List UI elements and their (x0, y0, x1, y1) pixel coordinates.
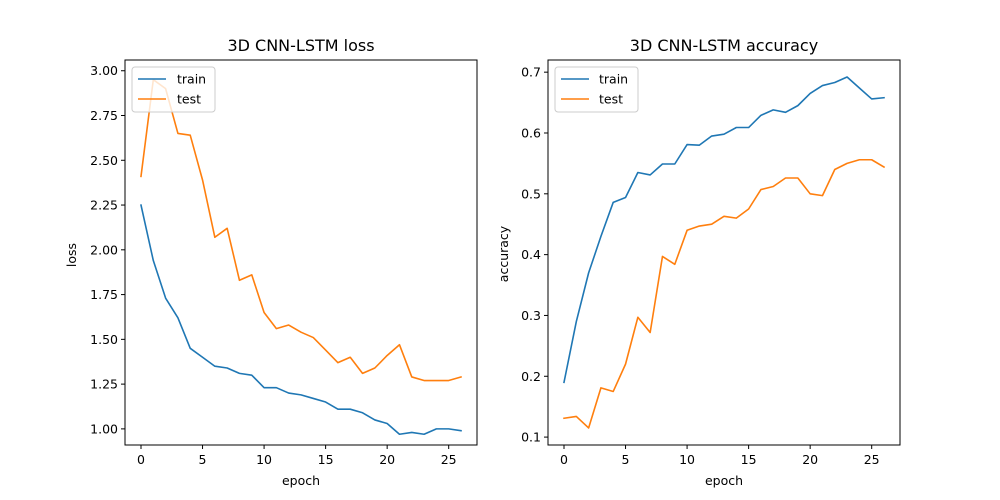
y-tick-label: 2.25 (90, 198, 118, 213)
y-tick-label: 1.75 (90, 287, 118, 302)
y-tick-label: 2.50 (90, 153, 118, 168)
x-axis-label: epoch (282, 473, 320, 488)
series-lines (140, 78, 462, 436)
series-line-test (563, 158, 886, 429)
x-tick-label: 0 (560, 452, 568, 467)
x-tick-label: 25 (441, 452, 457, 467)
accuracy-chart: 3D CNN-LSTM accuracy epoch accuracy 0 5 10… (496, 36, 901, 488)
x-tick-label: 10 (679, 452, 695, 467)
plot-frame (547, 59, 901, 446)
y-axis-ticks: 0.1 0.2 0.3 0.4 0.5 0.6 0.7 (521, 65, 548, 445)
series-lines (563, 76, 886, 429)
y-tick-label: 1.25 (90, 377, 118, 392)
y-tick-label: 3.00 (90, 63, 118, 78)
legend-label-train: train (599, 72, 628, 87)
x-tick-label: 5 (199, 452, 207, 467)
chart-title: 3D CNN-LSTM accuracy (630, 36, 818, 55)
x-tick-label: 25 (864, 452, 880, 467)
plot-frame (124, 59, 478, 446)
y-axis-label: accuracy (496, 225, 511, 282)
x-axis-ticks: 0 5 10 15 20 25 (137, 445, 457, 467)
x-tick-label: 20 (379, 452, 395, 467)
x-axis-ticks: 0 5 10 15 20 25 (560, 445, 880, 467)
series-line-train (563, 76, 885, 384)
y-tick-label: 0.6 (521, 125, 541, 140)
x-tick-label: 0 (137, 452, 145, 467)
x-tick-label: 15 (318, 452, 334, 467)
legend-label-train: train (177, 72, 206, 87)
y-tick-label: 0.2 (521, 369, 541, 384)
x-tick-label: 15 (741, 452, 757, 467)
series-line-test (140, 78, 462, 382)
y-tick-label: 0.4 (521, 247, 541, 262)
y-tick-label: 0.7 (521, 65, 541, 80)
y-tick-label: 2.00 (90, 242, 118, 257)
y-axis-ticks: 1.00 1.25 1.50 1.75 2.00 2.25 2.50 2.75 3.00 (90, 63, 125, 436)
x-tick-label: 10 (256, 452, 272, 467)
y-axis-label: loss (64, 243, 79, 267)
y-tick-label: 0.3 (521, 308, 541, 323)
y-tick-label: 2.75 (90, 108, 118, 123)
y-tick-label: 1.50 (90, 332, 118, 347)
x-tick-label: 5 (622, 452, 630, 467)
x-tick-label: 20 (802, 452, 818, 467)
x-axis-label: epoch (705, 473, 743, 488)
chart-title: 3D CNN-LSTM loss (227, 36, 374, 55)
legend: train test (554, 66, 639, 113)
legend-label-test: test (599, 92, 623, 107)
legend: train test (131, 66, 216, 113)
series-line-train (140, 204, 462, 436)
y-tick-label: 1.00 (90, 421, 118, 436)
loss-chart: 3D CNN-LSTM loss epoch loss 0 5 10 15 20 25 1… (64, 36, 478, 488)
y-tick-label: 0.1 (521, 430, 541, 445)
legend-label-test: test (177, 92, 201, 107)
y-tick-label: 0.5 (521, 186, 541, 201)
